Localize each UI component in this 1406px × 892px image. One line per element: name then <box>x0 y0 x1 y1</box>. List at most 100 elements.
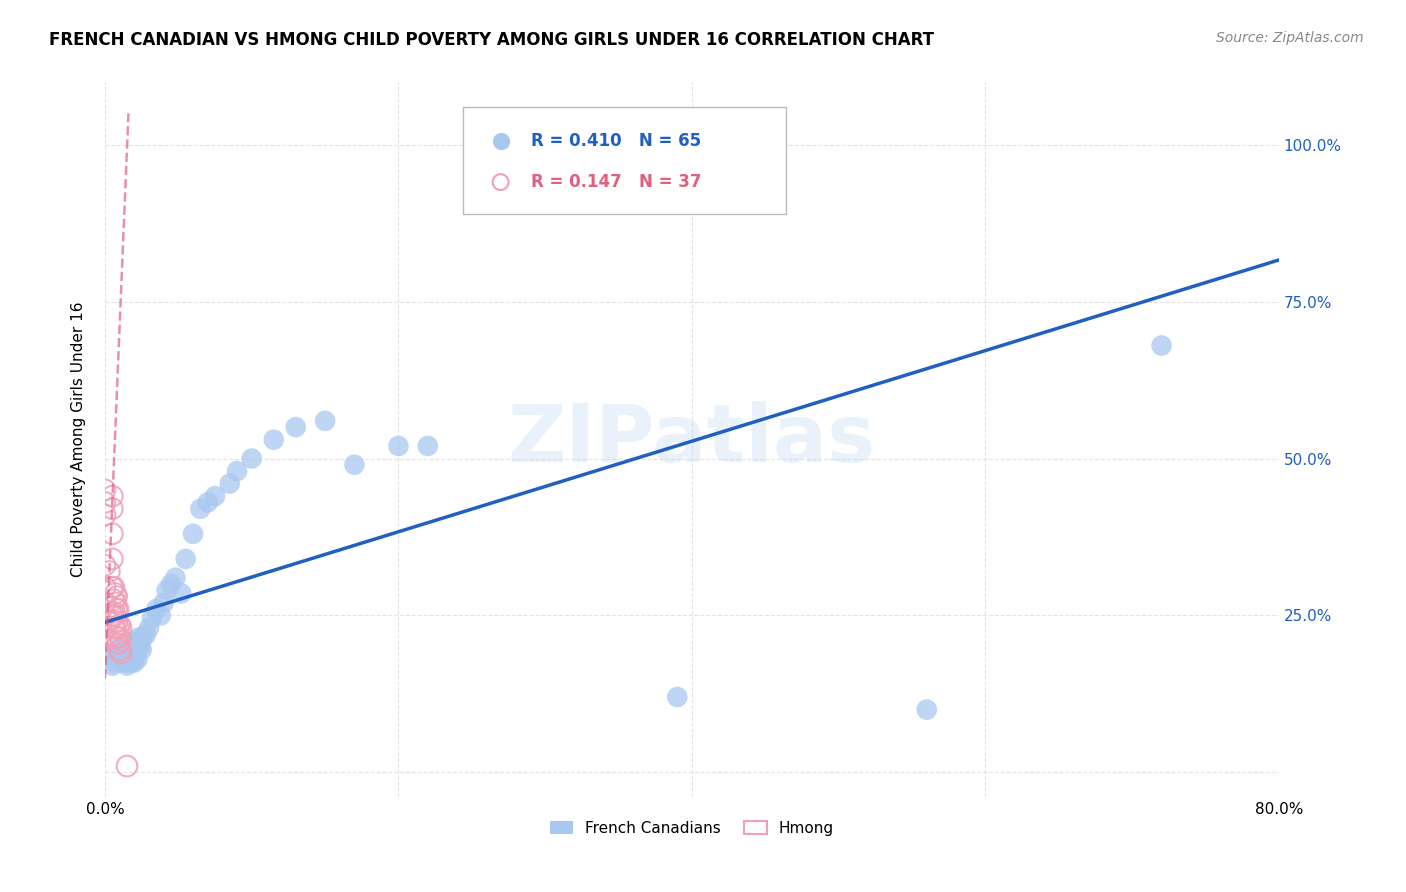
Text: Source: ZipAtlas.com: Source: ZipAtlas.com <box>1216 31 1364 45</box>
Point <box>111 656 134 670</box>
Point <box>103 621 125 635</box>
Text: FRENCH CANADIAN VS HMONG CHILD POVERTY AMONG GIRLS UNDER 16 CORRELATION CHART: FRENCH CANADIAN VS HMONG CHILD POVERTY A… <box>49 31 934 49</box>
Point <box>165 571 187 585</box>
Point <box>145 602 167 616</box>
Point <box>104 596 127 610</box>
Point <box>141 611 163 625</box>
Point <box>226 464 249 478</box>
Point <box>110 633 132 648</box>
Point <box>104 656 127 670</box>
Point <box>915 702 938 716</box>
Point <box>94 596 117 610</box>
Point <box>108 640 131 654</box>
Point <box>482 137 505 152</box>
Point <box>94 508 117 522</box>
Point <box>101 580 124 594</box>
Point <box>135 627 157 641</box>
Point <box>105 602 128 616</box>
Point <box>181 526 204 541</box>
Point <box>118 652 141 666</box>
Point <box>128 631 150 645</box>
Point <box>127 652 149 666</box>
Point <box>122 649 145 664</box>
Point <box>108 631 131 645</box>
Point <box>101 552 124 566</box>
Y-axis label: Child Poverty Among Girls Under 16: Child Poverty Among Girls Under 16 <box>72 301 86 577</box>
Point <box>115 649 138 664</box>
Point <box>107 621 129 635</box>
Point <box>120 643 142 657</box>
Point <box>104 608 127 623</box>
Point <box>240 451 263 466</box>
Point <box>103 605 125 619</box>
Point <box>314 414 336 428</box>
Point <box>98 565 121 579</box>
Point <box>98 615 121 629</box>
Point <box>94 558 117 573</box>
Point <box>115 759 138 773</box>
Point <box>120 652 142 666</box>
Point <box>124 646 146 660</box>
Text: R = 0.410   N = 65: R = 0.410 N = 65 <box>531 132 702 150</box>
Point <box>204 489 226 503</box>
Point <box>263 433 285 447</box>
Point <box>127 637 149 651</box>
Point <box>129 640 152 654</box>
Point <box>103 580 125 594</box>
Point <box>131 643 153 657</box>
Point <box>489 137 512 152</box>
Point <box>416 439 439 453</box>
Legend: French Canadians, Hmong: French Canadians, Hmong <box>543 814 842 844</box>
Point <box>107 637 129 651</box>
Text: ZIPatlas: ZIPatlas <box>508 401 876 479</box>
Point <box>387 439 409 453</box>
Text: R = 0.147   N = 37: R = 0.147 N = 37 <box>531 173 702 191</box>
Point <box>110 621 132 635</box>
Point <box>666 690 689 704</box>
Point <box>117 649 139 664</box>
Point <box>115 643 138 657</box>
Point <box>284 420 307 434</box>
Point <box>108 649 131 664</box>
Point <box>174 552 197 566</box>
Point <box>111 646 134 660</box>
Point <box>101 526 124 541</box>
Point <box>108 652 131 666</box>
Point <box>94 483 117 497</box>
Point <box>170 586 193 600</box>
Point <box>94 495 117 509</box>
Point <box>94 608 117 623</box>
Point <box>101 501 124 516</box>
Point <box>105 590 128 604</box>
Point <box>343 458 366 472</box>
Point <box>152 596 174 610</box>
Point <box>110 646 132 660</box>
Point <box>138 621 160 635</box>
FancyBboxPatch shape <box>463 107 786 214</box>
Point <box>125 633 148 648</box>
Point <box>101 649 124 664</box>
Point <box>104 586 127 600</box>
Point <box>1150 338 1173 352</box>
Point <box>105 631 128 645</box>
Point <box>105 646 128 660</box>
Point <box>197 495 219 509</box>
Point <box>101 608 124 623</box>
Point <box>124 656 146 670</box>
Point <box>104 621 127 635</box>
Point <box>101 489 124 503</box>
Point <box>101 658 124 673</box>
Point <box>588 190 610 204</box>
Point <box>108 643 131 657</box>
Point <box>107 602 129 616</box>
Point <box>190 501 212 516</box>
Point <box>122 640 145 654</box>
Point <box>108 617 131 632</box>
Point <box>156 583 179 598</box>
Point <box>103 592 125 607</box>
Point <box>112 652 135 666</box>
Point <box>105 615 128 629</box>
Point <box>132 631 155 645</box>
Point <box>588 226 610 240</box>
Point <box>120 656 142 670</box>
